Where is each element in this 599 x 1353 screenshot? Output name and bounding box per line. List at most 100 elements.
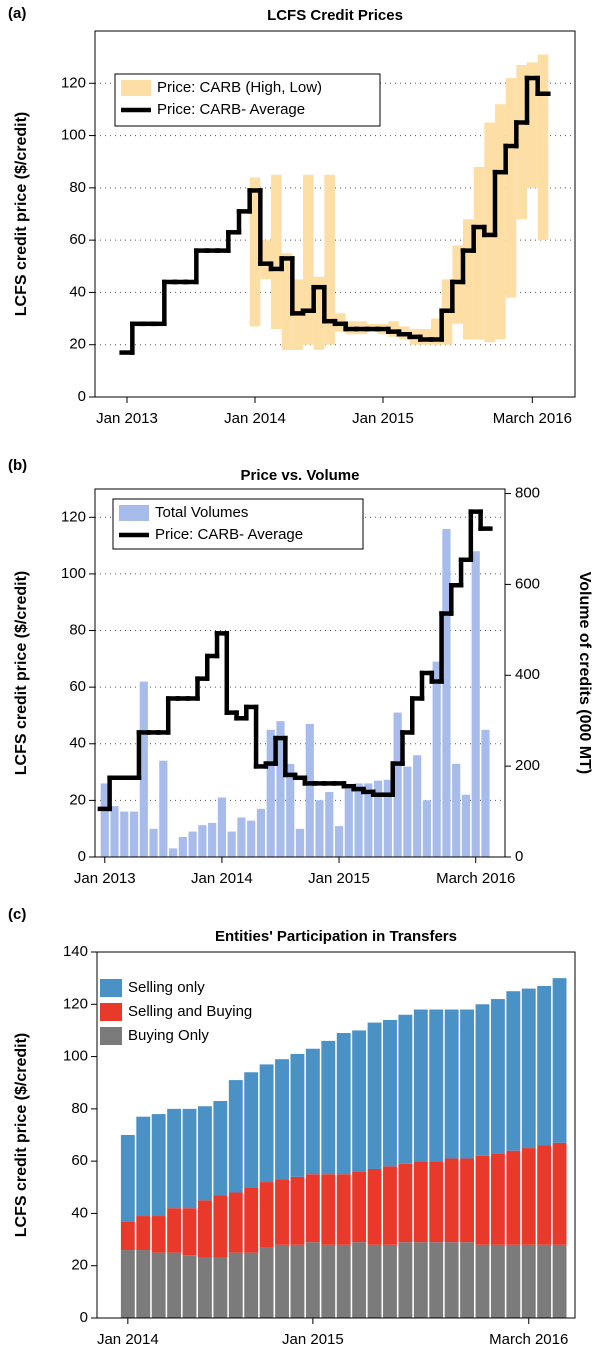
bar-segment [182, 1108, 197, 1209]
range-bar [303, 174, 314, 345]
legend-swatch [119, 505, 149, 521]
y-axis-label: LCFS credit price ($/credit) [13, 112, 30, 317]
y-tick-label: 100 [61, 127, 86, 144]
bar-segment [259, 1064, 274, 1183]
bar-segment [167, 1208, 182, 1253]
bar-segment [167, 1108, 182, 1209]
bar [315, 800, 324, 857]
bar-segment [383, 1166, 397, 1245]
bar-segment [413, 1009, 428, 1162]
bar [334, 826, 344, 857]
y2-tick-label: 600 [515, 575, 540, 592]
y2-tick-label: 800 [515, 485, 540, 502]
legend-swatch [121, 80, 151, 96]
bar-segment [506, 1244, 521, 1318]
legend-label: Price: CARB- Average [157, 101, 305, 118]
bar [168, 848, 178, 857]
bar-segment [336, 1244, 351, 1318]
y-tick-label: 20 [69, 336, 86, 353]
bar [208, 822, 217, 857]
range-bar [484, 122, 495, 343]
bar-segment [444, 1009, 459, 1159]
x-tick-label: Jan 2013 [96, 410, 158, 427]
bar-segment [120, 1250, 135, 1318]
bar-segment [213, 1101, 228, 1196]
bar-segment [167, 1252, 182, 1318]
y2-tick-label: 200 [515, 757, 540, 774]
chart-title: Price vs. Volume [241, 467, 360, 484]
bar-segment [290, 1244, 305, 1318]
bar [227, 831, 236, 857]
bar-segment [259, 1182, 274, 1248]
bar [481, 729, 490, 857]
bar-segment [367, 1022, 382, 1169]
bar-segment [537, 1145, 552, 1245]
legend-swatch [100, 979, 122, 997]
bar [461, 794, 471, 857]
bar [354, 783, 363, 857]
bar-segment [305, 1174, 320, 1243]
bar [188, 831, 197, 857]
y-tick-label: 20 [69, 791, 86, 808]
x-tick-label: Jan 2014 [97, 1331, 159, 1348]
bar-segment [151, 1216, 166, 1253]
y-tick-label: 120 [61, 508, 86, 525]
bar-segment [444, 1242, 459, 1318]
bar-segment [383, 1019, 397, 1167]
bar-segment [537, 985, 552, 1146]
range-bar [537, 54, 549, 241]
range-bar [527, 62, 538, 188]
bar [237, 817, 246, 857]
bar-segment [244, 1072, 259, 1188]
bar-segment [244, 1187, 259, 1253]
chart-title: Entities' Participation in Transfers [215, 928, 457, 945]
bar [305, 723, 314, 857]
y-axis-label: LCFS credit price ($/credit) [13, 1033, 30, 1238]
y-tick-label: 0 [78, 848, 86, 865]
range-bar [452, 245, 463, 324]
legend-label: Total Volumes [155, 504, 248, 521]
legend-label: Price: CARB (High, Low) [157, 79, 322, 96]
y-tick-label: 0 [78, 388, 86, 405]
bar-segment [413, 1242, 428, 1318]
bar-segment [383, 1244, 397, 1318]
range-bar [463, 219, 474, 340]
bar [110, 806, 119, 857]
bar [393, 712, 402, 857]
bar [266, 729, 275, 857]
bar-segment [197, 1106, 212, 1201]
range-bar [495, 104, 506, 340]
bar-segment [244, 1252, 259, 1318]
bar-segment [151, 1114, 166, 1217]
bar-segment [197, 1257, 212, 1318]
bar-segment [475, 1155, 490, 1245]
x-tick-label: Jan 2015 [282, 1331, 344, 1348]
y-tick-label: 40 [69, 283, 86, 300]
chart-title: LCFS Credit Prices [267, 7, 403, 24]
legend-label: Selling only [128, 979, 205, 996]
bar [100, 783, 109, 857]
legend-swatch [100, 1027, 122, 1045]
y-tick-label: 60 [71, 1152, 88, 1169]
bar-segment [305, 1048, 320, 1175]
bar [364, 783, 373, 857]
bar-segment [275, 1059, 289, 1180]
legend-label: Price: CARB- Average [155, 526, 303, 543]
y-tick-label: 120 [61, 74, 86, 91]
bar-segment [398, 1242, 413, 1318]
bar-segment [352, 1171, 367, 1243]
bar-segment [429, 1161, 444, 1243]
bar-segment [506, 991, 521, 1151]
panel-label: (a) [8, 5, 26, 22]
legend-box [114, 73, 381, 127]
bar [373, 780, 383, 857]
bar-segment [398, 1163, 413, 1243]
bar-segment [460, 1009, 475, 1159]
bar [198, 825, 207, 857]
bar-segment [259, 1247, 274, 1318]
panel-label: (c) [8, 906, 26, 923]
bar [295, 828, 305, 857]
range-bar [420, 329, 431, 345]
bar-segment [552, 1244, 567, 1318]
legend-box [112, 498, 364, 550]
